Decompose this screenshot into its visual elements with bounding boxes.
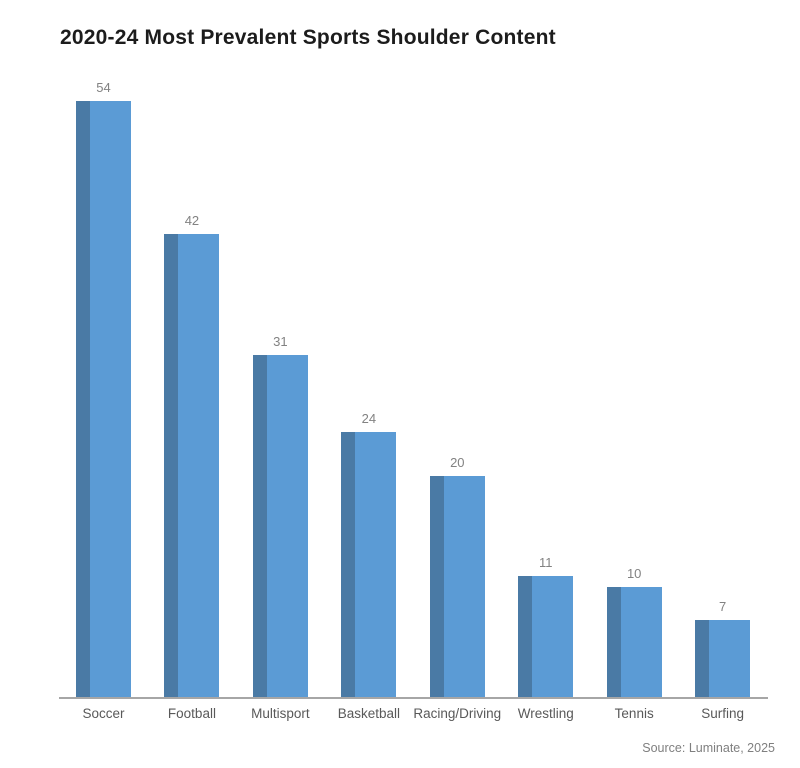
value-label-surfing: 7 [719, 599, 727, 614]
value-label-racing-driving: 20 [450, 455, 465, 470]
value-label-basketball: 24 [361, 411, 377, 426]
bar-tennis [606, 587, 662, 697]
value-label-football: 42 [184, 213, 200, 228]
category-label-surfing: Surfing [701, 706, 745, 721]
category-label-racing-driving: Racing/Driving [413, 706, 502, 721]
bar-wrestling [518, 576, 574, 697]
value-label-multisport: 31 [273, 334, 288, 349]
bar-multisport [252, 355, 308, 697]
bar-racing-driving [429, 476, 485, 697]
category-label-wrestling: Wrestling [517, 706, 574, 721]
bar-surfing [695, 620, 751, 697]
category-label-multisport: Multisport [251, 706, 310, 721]
category-label-football: Football [167, 706, 216, 721]
value-label-wrestling: 11 [539, 555, 553, 570]
category-label-soccer: Soccer [82, 706, 125, 721]
bar-basketball [341, 432, 397, 697]
source-note: Source: Luminate, 2025 [642, 741, 775, 755]
category-label-tennis: Tennis [614, 706, 654, 721]
chart-title: 2020-24 Most Prevalent Sports Shoulder C… [60, 26, 556, 49]
x-axis-line [59, 697, 768, 699]
value-label-soccer: 54 [96, 80, 111, 95]
bar-football [164, 234, 220, 697]
value-label-tennis: 10 [626, 566, 642, 581]
bar-soccer [76, 101, 131, 697]
category-label-basketball: Basketball [337, 706, 400, 721]
